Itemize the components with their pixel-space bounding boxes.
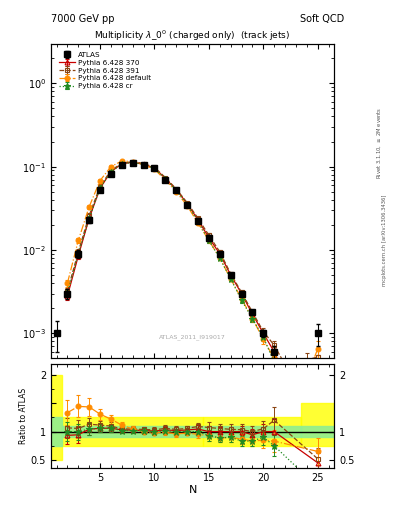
Text: 7000 GeV pp: 7000 GeV pp <box>51 14 115 25</box>
Bar <box>301 403 334 446</box>
Legend: ATLAS, Pythia 6.428 370, Pythia 6.428 391, Pythia 6.428 default, Pythia 6.428 cr: ATLAS, Pythia 6.428 370, Pythia 6.428 39… <box>57 50 152 91</box>
Title: Multiplicity $\lambda\_0^0$ (charged only)  (track jets): Multiplicity $\lambda\_0^0$ (charged onl… <box>94 29 291 44</box>
X-axis label: N: N <box>188 485 197 495</box>
Bar <box>204 417 301 446</box>
Text: Rivet 3.1.10, $\geq$ 2M events: Rivet 3.1.10, $\geq$ 2M events <box>375 107 383 180</box>
Bar <box>51 375 62 460</box>
Text: mcplots.cern.ch [arXiv:1306.3436]: mcplots.cern.ch [arXiv:1306.3436] <box>382 195 387 286</box>
Bar <box>301 426 334 437</box>
Y-axis label: Ratio to ATLAS: Ratio to ATLAS <box>19 388 28 444</box>
Bar <box>51 417 62 446</box>
Bar <box>62 417 204 446</box>
Bar <box>62 426 204 437</box>
Text: ATLAS_2011_I919017: ATLAS_2011_I919017 <box>159 334 226 339</box>
Text: Soft QCD: Soft QCD <box>299 14 344 25</box>
Bar <box>204 426 301 437</box>
